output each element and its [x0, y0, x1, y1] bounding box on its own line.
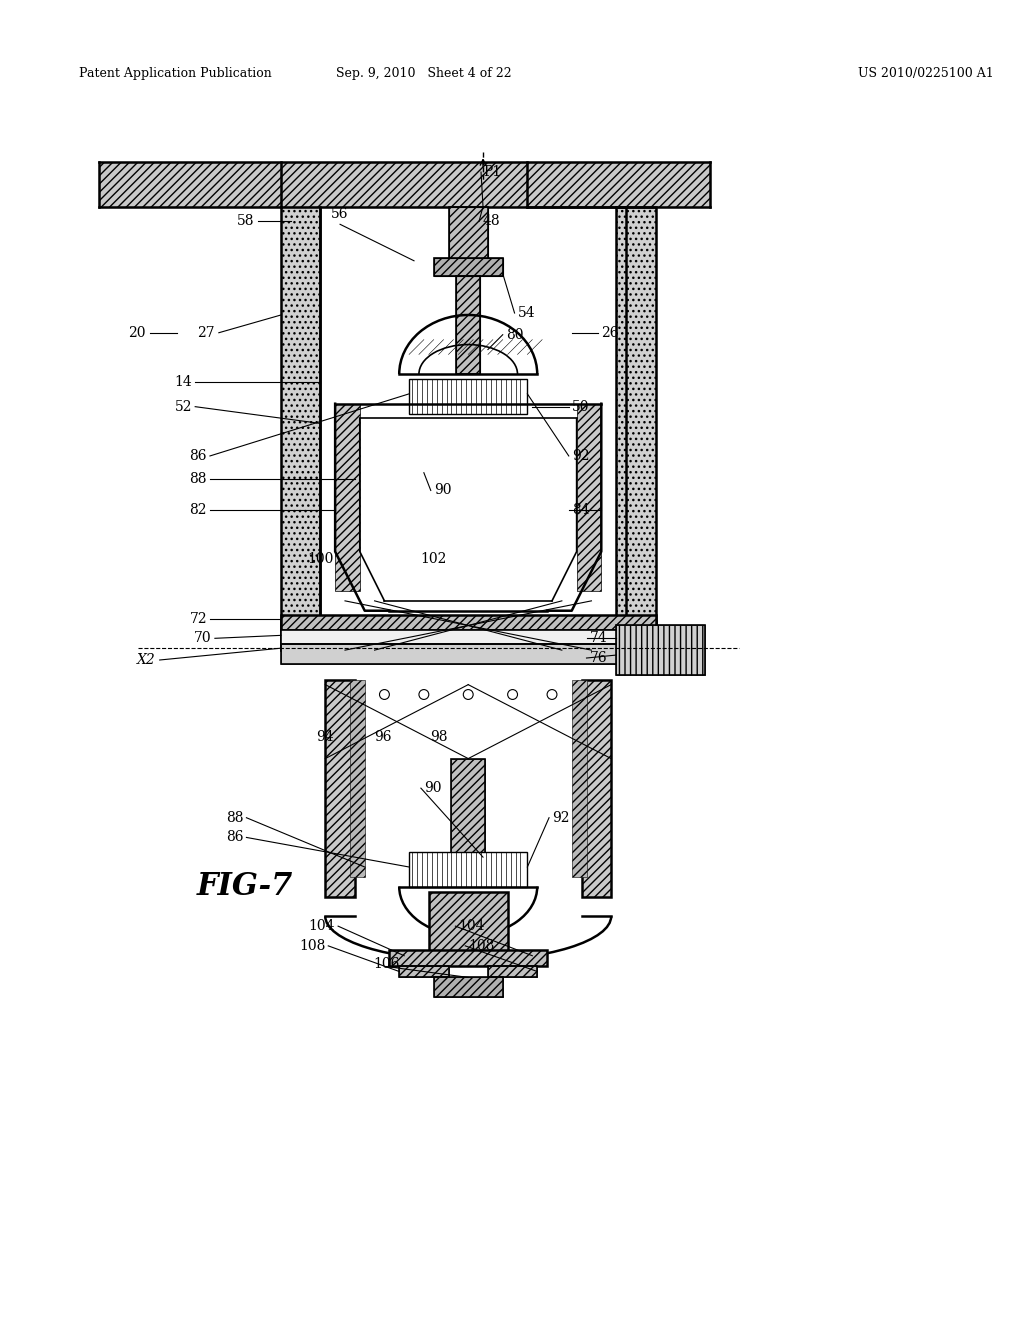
Text: 82: 82	[189, 503, 207, 517]
Text: 74: 74	[590, 631, 607, 645]
Bar	[582, 680, 611, 896]
Text: 80: 80	[506, 327, 523, 342]
Bar	[488, 965, 538, 977]
Bar	[571, 680, 587, 876]
Bar	[281, 206, 321, 651]
Text: 100: 100	[307, 553, 334, 566]
Text: 96: 96	[374, 730, 391, 744]
Text: 52: 52	[175, 400, 193, 413]
Bar	[281, 620, 655, 651]
Bar	[399, 965, 449, 977]
Bar	[577, 404, 601, 591]
Bar	[281, 644, 655, 664]
Text: 76: 76	[590, 651, 607, 665]
Text: 70: 70	[195, 631, 212, 645]
Text: 108: 108	[468, 939, 495, 953]
Text: 50: 50	[571, 400, 589, 413]
Bar	[281, 631, 655, 644]
Text: 54: 54	[517, 306, 536, 319]
Bar	[281, 162, 527, 206]
Text: 102: 102	[421, 553, 446, 566]
Text: 104: 104	[308, 919, 335, 933]
Text: X2: X2	[137, 653, 156, 667]
Bar	[389, 950, 547, 965]
Text: Sep. 9, 2010   Sheet 4 of 22: Sep. 9, 2010 Sheet 4 of 22	[336, 66, 512, 79]
Text: 98: 98	[430, 730, 447, 744]
Bar	[281, 631, 655, 644]
Text: 92: 92	[571, 449, 589, 463]
Text: FIG-7: FIG-7	[198, 871, 294, 902]
Text: P1: P1	[483, 165, 501, 180]
Bar	[281, 206, 321, 651]
Text: 92: 92	[552, 810, 569, 825]
Bar	[326, 680, 355, 896]
Bar	[429, 891, 508, 950]
Bar	[457, 276, 480, 374]
Bar	[335, 404, 359, 591]
Text: 84: 84	[571, 503, 590, 517]
Text: 86: 86	[189, 449, 207, 463]
Text: 26: 26	[601, 326, 618, 339]
Text: 94: 94	[316, 730, 334, 744]
Bar	[452, 759, 485, 857]
Bar	[449, 206, 488, 261]
Bar	[488, 965, 538, 977]
Bar	[449, 206, 488, 261]
Bar	[616, 206, 655, 651]
Bar	[399, 965, 449, 977]
Text: 27: 27	[198, 326, 215, 339]
Bar	[434, 977, 503, 997]
Bar	[389, 950, 547, 965]
Bar	[98, 162, 281, 206]
Bar	[457, 276, 480, 374]
Text: 86: 86	[226, 830, 244, 845]
Bar	[321, 206, 626, 620]
Text: US 2010/0225100 A1: US 2010/0225100 A1	[857, 66, 993, 79]
Bar	[434, 257, 503, 276]
Bar	[434, 977, 503, 997]
Text: 56: 56	[332, 207, 349, 222]
Bar	[616, 206, 655, 651]
Text: 88: 88	[189, 471, 207, 486]
Bar	[527, 162, 710, 206]
Text: Patent Application Publication: Patent Application Publication	[79, 66, 271, 79]
Bar	[409, 853, 527, 887]
Bar	[326, 680, 355, 896]
Bar	[582, 680, 611, 896]
Bar	[350, 680, 365, 876]
Bar	[409, 379, 527, 413]
Bar	[616, 626, 705, 675]
Bar	[281, 620, 655, 651]
Text: 58: 58	[237, 214, 254, 228]
Bar	[281, 615, 655, 631]
Text: 108: 108	[299, 939, 326, 953]
Text: 20: 20	[128, 326, 145, 339]
Text: 72: 72	[189, 611, 207, 626]
Text: 14: 14	[174, 375, 193, 389]
Bar	[452, 759, 485, 857]
Text: 90: 90	[424, 781, 441, 795]
Bar	[281, 615, 655, 631]
Text: 104: 104	[459, 919, 485, 933]
Text: 48: 48	[483, 214, 501, 228]
Bar	[281, 644, 655, 664]
Bar	[616, 626, 705, 675]
Bar	[429, 891, 508, 950]
Bar	[434, 257, 503, 276]
Text: 88: 88	[226, 810, 244, 825]
Text: 106: 106	[373, 957, 399, 970]
Text: 90: 90	[434, 483, 452, 498]
